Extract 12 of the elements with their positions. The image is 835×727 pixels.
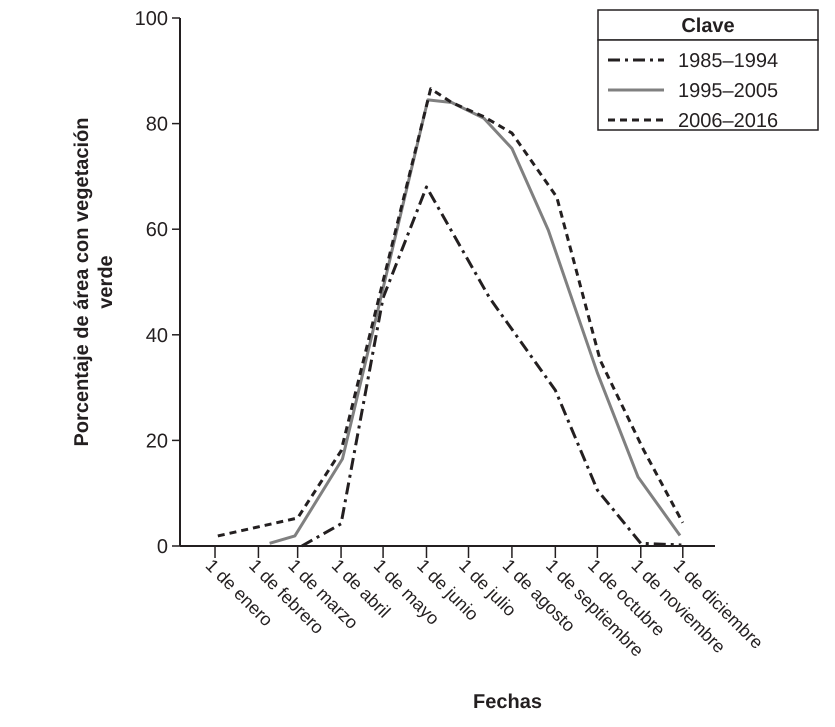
x-axis-title: Fechas xyxy=(473,691,542,713)
y-tick-label: 40 xyxy=(146,324,168,347)
y-tick-label: 60 xyxy=(146,219,168,242)
y-tick-label: 80 xyxy=(146,114,168,136)
y-tick-label: 0 xyxy=(156,536,168,558)
legend-label: 1995–2005 xyxy=(678,80,778,102)
y-tick-label: 100 xyxy=(134,8,168,30)
legend-label: 1985–1994 xyxy=(678,50,778,72)
legend-label: 2006–2016 xyxy=(678,110,778,132)
legend-title: Clave xyxy=(681,15,735,37)
y-tick-label: 20 xyxy=(146,430,168,452)
y-axis-title: Porcentaje de área con vegetación verde xyxy=(71,117,117,447)
